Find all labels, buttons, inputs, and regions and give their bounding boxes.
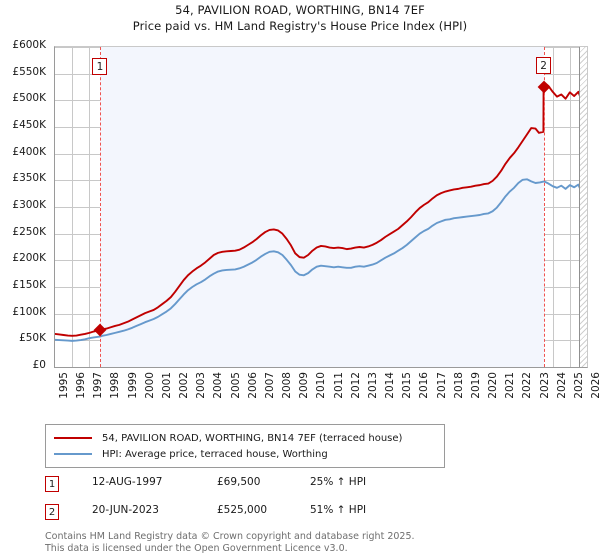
x-axis-tick-label: 1999 [126, 372, 139, 399]
transaction-span-shading [99, 47, 544, 367]
x-axis-tick-label: 2005 [229, 372, 242, 399]
y-axis-tick-label: £400K [12, 145, 46, 158]
legend-item-hpi: HPI: Average price, terraced house, Wort… [54, 446, 436, 462]
transaction-hpi-delta: 25% ↑ HPI [310, 476, 367, 488]
x-axis-tick-label: 2009 [298, 372, 311, 399]
transaction-hpi-delta: 51% ↑ HPI [310, 504, 367, 516]
legend-item-price-paid: 54, PAVILION ROAD, WORTHING, BN14 7EF (t… [54, 430, 436, 446]
page-title: 54, PAVILION ROAD, WORTHING, BN14 7EF [175, 3, 425, 17]
x-axis-tick-label: 2010 [315, 372, 328, 399]
x-axis-tick-label: 1997 [92, 372, 105, 399]
x-axis-tick-label: 2011 [332, 372, 345, 399]
y-axis-tick-label: £250K [12, 225, 46, 238]
y-axis-tick-label: £600K [12, 39, 46, 51]
transaction-row[interactable]: 1 12-AUG-1997 £69,500 25% ↑ HPI [45, 476, 565, 494]
no-data-hatch-region [579, 47, 587, 367]
x-axis-tick-label: 2023 [538, 372, 551, 399]
transaction-marker-badge[interactable]: 1 [92, 58, 108, 75]
transaction-marker-badge[interactable]: 2 [536, 57, 552, 74]
x-axis-tick-label: 1995 [58, 372, 70, 399]
x-axis-tick-label: 2024 [555, 372, 568, 399]
chart-lines [55, 47, 587, 367]
y-axis-tick-label: £450K [12, 119, 46, 131]
chart-title-block: 54, PAVILION ROAD, WORTHING, BN14 7EF Pr… [0, 2, 600, 34]
transaction-index-badge: 1 [45, 476, 59, 492]
attribution-line-2: This data is licensed under the Open Gov… [45, 542, 348, 554]
x-axis-tick-label: 2015 [401, 372, 414, 399]
series-line-hpi [55, 179, 580, 341]
x-axis-tick-label: 2021 [504, 372, 517, 399]
transaction-date: 12-AUG-1997 [92, 476, 163, 488]
y-axis-tick-label: £350K [12, 172, 46, 185]
x-axis-tick-label: 2008 [281, 372, 294, 399]
legend-label-hpi: HPI: Average price, terraced house, Wort… [102, 448, 328, 460]
x-axis-tick-label: 2013 [366, 372, 379, 399]
transaction-price: £525,000 [217, 504, 268, 516]
transaction-date: 20-JUN-2023 [92, 504, 159, 516]
x-axis-tick-label: 2000 [143, 372, 156, 399]
y-axis-ticks: £0 £50K £100K £150K £200K £250K £300K £350K £400… [0, 39, 50, 371]
x-axis-tick-label: 1996 [75, 372, 88, 399]
y-axis-tick-label: £50K [19, 332, 46, 345]
x-axis-tick-label: 2012 [349, 372, 362, 399]
legend-label-price-paid: 54, PAVILION ROAD, WORTHING, BN14 7EF (t… [102, 432, 403, 444]
y-axis-tick-label: £300K [12, 199, 46, 211]
transaction-price: £69,500 [217, 476, 261, 488]
attribution-line-1: Contains HM Land Registry data © Crown c… [45, 531, 415, 542]
chart-plot-area[interactable] [54, 46, 588, 368]
x-axis-tick-label: 2002 [178, 372, 191, 399]
page-subtitle: Price paid vs. HM Land Registry's House … [132, 19, 468, 33]
x-axis-tick-label: 2018 [452, 372, 465, 399]
transaction-index-badge: 2 [45, 504, 59, 520]
transaction-row[interactable]: 2 20-JUN-2023 £525,000 51% ↑ HPI [45, 504, 565, 522]
y-axis-tick-label: £0 [32, 359, 46, 371]
x-axis-tick-label: 2017 [435, 372, 448, 399]
x-axis-tick-label: 2006 [246, 372, 259, 399]
y-axis-tick-label: £200K [12, 252, 46, 265]
transaction-marker-line [99, 47, 101, 367]
y-axis-tick-label: £500K [12, 92, 46, 105]
x-axis-tick-label: 2001 [160, 372, 173, 399]
attribution-footer: Contains HM Land Registry data © Crown c… [45, 531, 585, 554]
x-axis-tick-label: 2007 [263, 372, 276, 399]
x-axis-tick-label: 2004 [212, 372, 225, 399]
x-axis-tick-label: 2014 [384, 372, 397, 399]
y-axis-tick-label: £150K [12, 279, 46, 291]
x-axis-tick-label: 1998 [109, 372, 122, 399]
transaction-marker-line [543, 47, 545, 367]
x-axis-tick-label: 2020 [487, 372, 500, 399]
x-axis-tick-label: 2025 [572, 372, 585, 399]
legend-swatch-price-paid [54, 437, 92, 439]
x-axis-ticks: 1995 1996 1997 1998 1999 2000 2001 2002 2003 2004… [54, 370, 600, 416]
x-axis-tick-label: 2026 [590, 372, 600, 399]
x-axis-tick-label: 2016 [418, 372, 431, 399]
legend-swatch-hpi [54, 453, 92, 455]
x-axis-tick-label: 2019 [469, 372, 482, 399]
series-line-price-paid [55, 84, 580, 336]
chart-legend: 54, PAVILION ROAD, WORTHING, BN14 7EF (t… [45, 424, 445, 468]
y-axis-tick-label: £100K [12, 305, 46, 318]
x-axis-tick-label: 2003 [195, 372, 208, 399]
y-axis-tick-label: £550K [12, 65, 46, 78]
x-axis-tick-label: 2022 [521, 372, 534, 399]
